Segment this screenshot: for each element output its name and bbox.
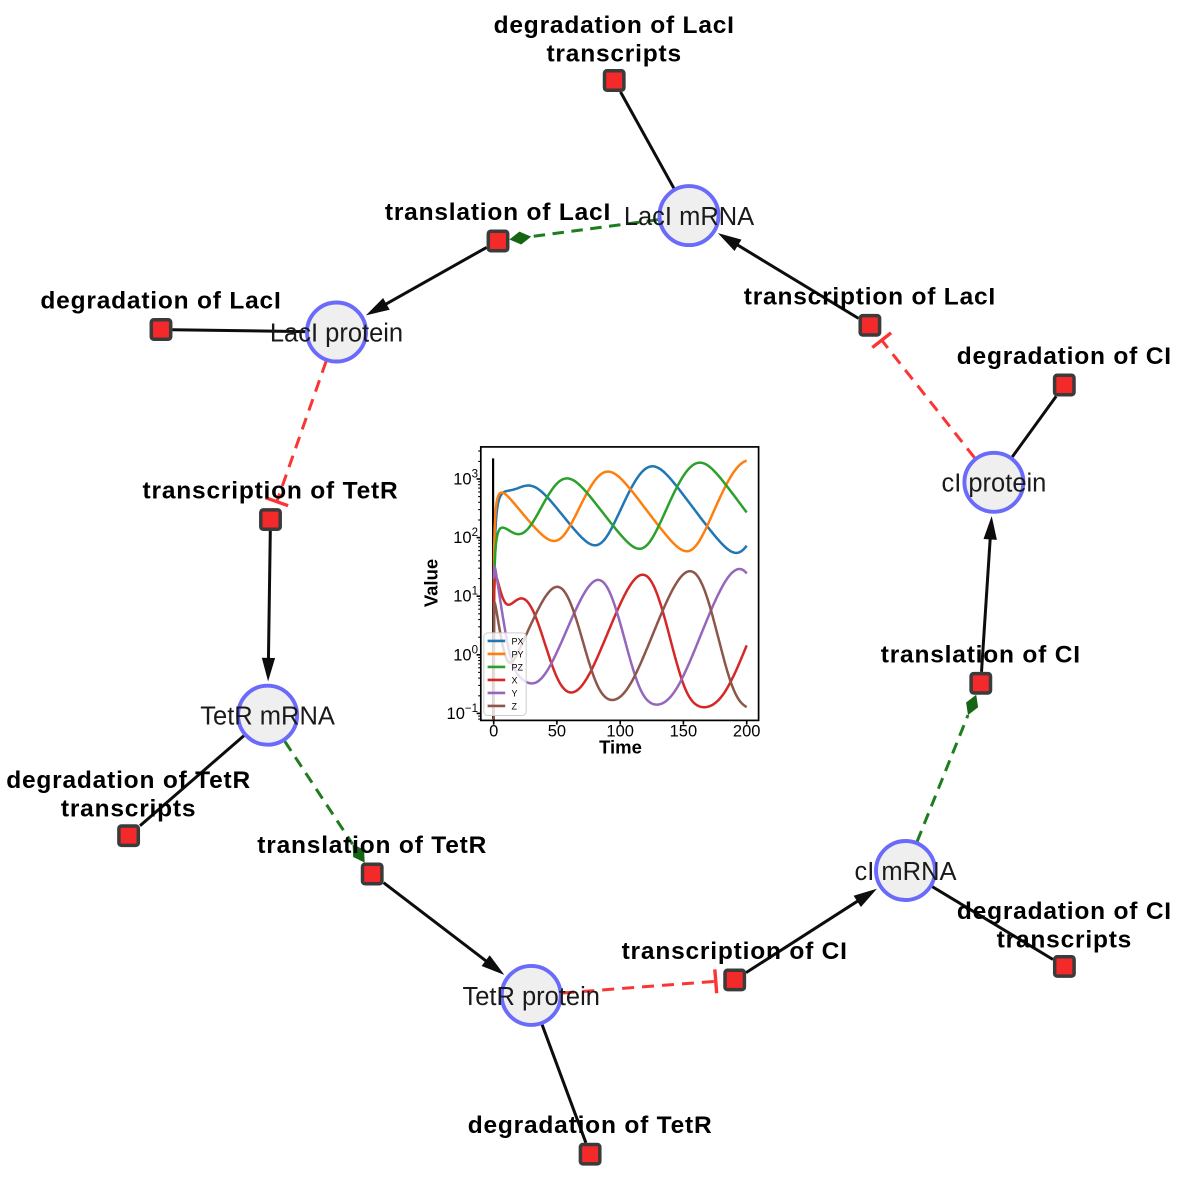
svg-text:200: 200 xyxy=(733,723,761,741)
svg-text:degradation of CI: degradation of CI xyxy=(957,898,1172,925)
svg-text:PZ: PZ xyxy=(512,662,524,672)
svg-text:degradation of TetR: degradation of TetR xyxy=(6,767,251,794)
svg-text:LacI protein: LacI protein xyxy=(270,319,403,347)
svg-text:transcripts: transcripts xyxy=(546,41,681,68)
svg-text:Z: Z xyxy=(512,701,518,711)
svg-text:transcription of CI: transcription of CI xyxy=(622,938,848,965)
svg-text:degradation of LacI: degradation of LacI xyxy=(40,288,281,315)
svg-text:PX: PX xyxy=(512,636,524,646)
svg-text:Y: Y xyxy=(512,688,518,698)
svg-text:TetR mRNA: TetR mRNA xyxy=(200,703,335,731)
svg-text:100: 100 xyxy=(606,723,634,741)
svg-text:0: 0 xyxy=(489,723,498,741)
svg-text:LacI mRNA: LacI mRNA xyxy=(624,203,754,231)
svg-text:PY: PY xyxy=(512,649,524,659)
svg-text:Value: Value xyxy=(421,559,442,607)
svg-text:translation of CI: translation of CI xyxy=(881,641,1081,668)
svg-text:50: 50 xyxy=(548,723,566,741)
svg-text:150: 150 xyxy=(670,723,698,741)
svg-text:cI mRNA: cI mRNA xyxy=(855,858,957,886)
svg-text:translation of LacI: translation of LacI xyxy=(385,199,611,226)
svg-text:TetR protein: TetR protein xyxy=(462,983,600,1011)
svg-text:degradation of TetR: degradation of TetR xyxy=(468,1112,713,1139)
svg-text:transcripts: transcripts xyxy=(997,926,1132,953)
svg-text:degradation of CI: degradation of CI xyxy=(957,343,1172,370)
svg-text:cI protein: cI protein xyxy=(941,470,1046,498)
svg-text:transcription of TetR: transcription of TetR xyxy=(143,478,399,505)
svg-text:X: X xyxy=(512,675,518,685)
svg-text:transcripts: transcripts xyxy=(61,796,196,823)
svg-text:translation of TetR: translation of TetR xyxy=(257,832,487,859)
svg-text:Time: Time xyxy=(599,737,642,758)
svg-text:transcription of LacI: transcription of LacI xyxy=(744,283,996,310)
svg-text:degradation of LacI: degradation of LacI xyxy=(494,12,735,39)
